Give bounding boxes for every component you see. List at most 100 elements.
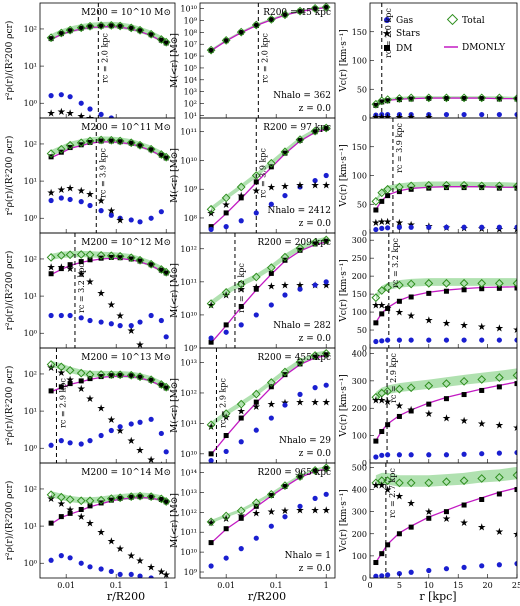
dm-point (297, 137, 303, 143)
total-point (46, 149, 56, 158)
y-tick-label: 10⁰ (24, 99, 37, 108)
gas-point (78, 560, 84, 566)
stars-point: ★ (77, 269, 86, 280)
dm-point (312, 468, 318, 474)
y-axis-label: Vc(r) [km·s⁻¹] (338, 374, 349, 438)
stars-point: ★ (222, 200, 231, 211)
y-tick-label: 100 (352, 552, 367, 561)
stars-point: ★ (371, 481, 380, 492)
rc-label: rc = 2.9 kpc (218, 378, 227, 428)
gas-point (148, 416, 154, 422)
gas-point (297, 286, 303, 292)
y-tick-label: 10⁹ (184, 344, 198, 353)
gas-point (108, 212, 114, 218)
series-total (206, 123, 331, 214)
series-stars: ★★★★★★★★★★★ (371, 300, 517, 335)
gas-point (496, 224, 502, 230)
stars-point: ★ (377, 300, 386, 311)
dm-point (396, 298, 402, 304)
gas-point (443, 452, 450, 458)
gas-point (373, 112, 379, 118)
panel-frame (39, 232, 176, 349)
legend-stars: ★ Stars (382, 27, 420, 40)
total-point (236, 182, 246, 192)
gas-point (223, 224, 229, 230)
gas-point (268, 302, 274, 308)
total-point (442, 477, 451, 487)
y-tick-label: 50 (357, 326, 367, 335)
dm-point (108, 254, 114, 260)
redshift-label: z = 0.0 (299, 219, 332, 229)
y-tick-label: 10¹⁰ (180, 5, 197, 14)
total-point (377, 286, 387, 295)
gas-point (312, 385, 318, 391)
dm-point (496, 384, 502, 390)
total-point (221, 288, 231, 297)
dm-point (385, 422, 391, 428)
total-point (310, 466, 320, 475)
plot-area: ★★★★★★★★★ (207, 348, 331, 463)
r200-label: R200 = 455 kpc (257, 353, 331, 363)
x-tick-label: 0.1 (270, 581, 283, 590)
y-axis-label: M(<r) [M⊙] (169, 33, 180, 88)
dm-point (158, 382, 164, 388)
dm-point (223, 526, 229, 532)
gas-point (479, 563, 485, 569)
dm-point (238, 195, 244, 201)
dm-point (443, 288, 449, 294)
dm-point (461, 502, 467, 508)
total-point (383, 184, 393, 194)
total-point (126, 138, 136, 148)
total-point (135, 491, 145, 501)
plot-area: ★★★ ★ ★ ★ (371, 3, 517, 118)
legend-gas-label: Gas (396, 16, 414, 26)
total-point (65, 140, 75, 150)
stars-point: ★ (47, 108, 56, 119)
gas-point (385, 111, 391, 118)
plot-area: ★★★★★★★★★★★★★ (47, 490, 171, 578)
total-point (280, 367, 290, 377)
stars-point: ★ (57, 185, 66, 196)
total-point (206, 45, 216, 55)
total-point (266, 158, 276, 168)
series-total (46, 20, 171, 47)
gas-point (67, 196, 73, 203)
total-point (395, 280, 404, 290)
gas-point (514, 111, 517, 118)
total-point (251, 171, 261, 180)
panel-frame (369, 117, 518, 234)
total-point (512, 182, 517, 191)
total-point (126, 492, 136, 502)
dm-point (98, 23, 104, 29)
total-point (395, 384, 404, 394)
r200-label: R200 = 97 kpc (263, 123, 331, 133)
dm-point (128, 25, 134, 31)
dm-point (223, 210, 229, 216)
dm-point (58, 514, 64, 520)
dm-point (163, 385, 169, 391)
stars-point: ★ (460, 416, 469, 427)
dm-point (148, 147, 154, 153)
stars-point: ★ (424, 507, 433, 518)
x-label-col3: r [kpc] (419, 590, 456, 603)
dm-point (253, 399, 259, 405)
r200-label: R200 = 45 kpc (263, 8, 331, 18)
dm-point (223, 322, 229, 328)
dm-point (268, 492, 274, 498)
gas-point (268, 201, 274, 207)
legend-gas: Gas (384, 16, 414, 26)
total-point (459, 377, 469, 386)
series-stars: ★ ★ ★ ★ ★★★★ (47, 184, 125, 227)
total-point (76, 250, 86, 259)
total-point (56, 144, 66, 154)
total-point (280, 10, 290, 20)
y-axis-label: r²ρ(r)/(R²200 ρcr) (4, 21, 15, 101)
stars-point: ★ (66, 108, 75, 119)
total-point (96, 495, 106, 505)
total-point (459, 476, 469, 486)
series-stars: ★★★★★★★★★★★★★ (47, 494, 171, 578)
dm-point (58, 149, 64, 155)
gas-point (396, 452, 402, 458)
dm-point (312, 6, 318, 12)
